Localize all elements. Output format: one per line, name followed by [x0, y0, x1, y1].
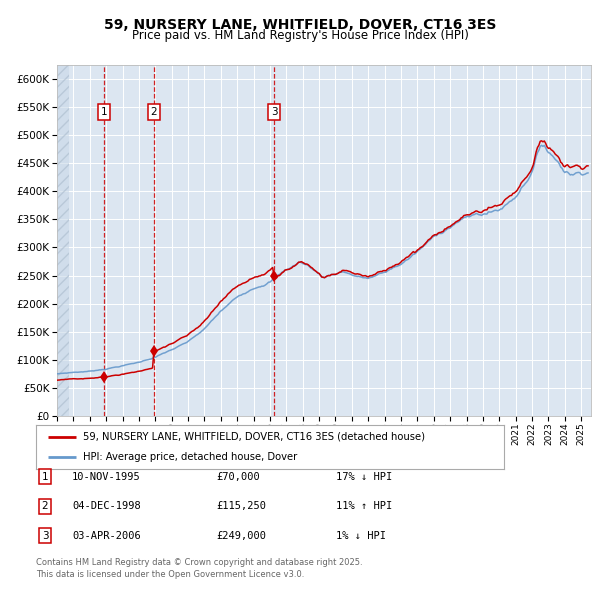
Text: 1: 1: [41, 472, 49, 481]
Text: 3: 3: [271, 107, 277, 117]
Text: 2: 2: [41, 502, 49, 511]
Text: 59, NURSERY LANE, WHITFIELD, DOVER, CT16 3ES (detached house): 59, NURSERY LANE, WHITFIELD, DOVER, CT16…: [83, 432, 425, 442]
Text: 04-DEC-1998: 04-DEC-1998: [72, 502, 141, 511]
Text: £249,000: £249,000: [216, 531, 266, 540]
Text: 1% ↓ HPI: 1% ↓ HPI: [336, 531, 386, 540]
Bar: [57, 65, 69, 416]
Text: 2: 2: [151, 107, 157, 117]
Text: Contains HM Land Registry data © Crown copyright and database right 2025.
This d: Contains HM Land Registry data © Crown c…: [36, 558, 362, 579]
Text: 10-NOV-1995: 10-NOV-1995: [72, 472, 141, 481]
Text: £70,000: £70,000: [216, 472, 260, 481]
Text: 59, NURSERY LANE, WHITFIELD, DOVER, CT16 3ES: 59, NURSERY LANE, WHITFIELD, DOVER, CT16…: [104, 18, 496, 32]
Text: 03-APR-2006: 03-APR-2006: [72, 531, 141, 540]
Text: 1: 1: [101, 107, 107, 117]
Text: £115,250: £115,250: [216, 502, 266, 511]
Text: 11% ↑ HPI: 11% ↑ HPI: [336, 502, 392, 511]
Text: HPI: Average price, detached house, Dover: HPI: Average price, detached house, Dove…: [83, 452, 297, 462]
Text: 3: 3: [41, 531, 49, 540]
Text: 17% ↓ HPI: 17% ↓ HPI: [336, 472, 392, 481]
Text: Price paid vs. HM Land Registry's House Price Index (HPI): Price paid vs. HM Land Registry's House …: [131, 30, 469, 42]
